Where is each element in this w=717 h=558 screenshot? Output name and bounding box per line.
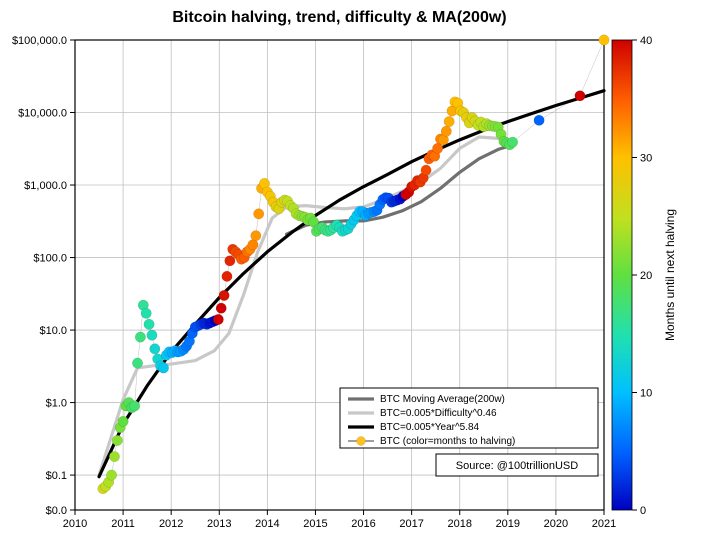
svg-text:$1,000.0: $1,000.0 — [24, 180, 67, 192]
svg-text:2017: 2017 — [399, 518, 423, 530]
svg-text:2010: 2010 — [63, 518, 87, 530]
svg-text:20: 20 — [640, 270, 652, 282]
svg-text:2012: 2012 — [159, 518, 183, 530]
colorbar — [612, 40, 632, 510]
legend-item-label: BTC Moving Average(200w) — [380, 394, 505, 405]
svg-text:$1.0: $1.0 — [46, 398, 67, 410]
legend-item-label: BTC=0.005*Year^5.84 — [380, 422, 480, 433]
svg-text:2020: 2020 — [544, 518, 568, 530]
svg-text:$10.0: $10.0 — [39, 325, 67, 337]
svg-text:2016: 2016 — [351, 518, 375, 530]
legend-item-label: BTC (color=months to halving) — [380, 436, 515, 447]
svg-text:0: 0 — [640, 505, 646, 517]
svg-text:$100,000.0: $100,000.0 — [12, 35, 67, 47]
svg-text:$10,000.0: $10,000.0 — [18, 108, 67, 120]
svg-text:2011: 2011 — [111, 518, 135, 530]
svg-text:10: 10 — [640, 388, 652, 400]
svg-text:$0.1: $0.1 — [46, 470, 67, 482]
bitcoin-halving-chart: 2010201120122013201420152016201720182019… — [0, 0, 717, 558]
svg-text:40: 40 — [640, 35, 652, 47]
svg-text:30: 30 — [640, 153, 652, 165]
svg-text:2018: 2018 — [447, 518, 471, 530]
legend-item-label: BTC=0.005*Difficulty^0.46 — [380, 408, 497, 419]
svg-text:2021: 2021 — [592, 518, 616, 530]
colorbar-label: Months until next halving — [663, 209, 677, 341]
chart-title: Bitcoin halving, trend, difficulty & MA(… — [172, 9, 506, 26]
svg-text:$100.0: $100.0 — [33, 253, 67, 265]
svg-text:2014: 2014 — [255, 518, 279, 530]
svg-text:2013: 2013 — [207, 518, 231, 530]
source-text: Source: @100trillionUSD — [456, 460, 578, 472]
svg-text:2015: 2015 — [303, 518, 327, 530]
svg-text:2019: 2019 — [496, 518, 520, 530]
svg-text:$0.0: $0.0 — [46, 505, 67, 517]
